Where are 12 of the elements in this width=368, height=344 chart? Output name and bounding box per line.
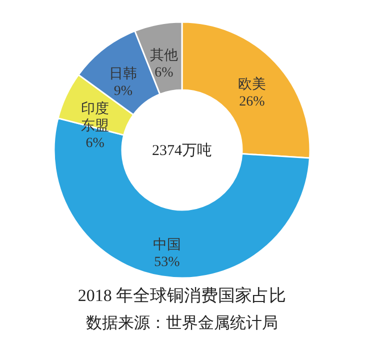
data-label: 6%: [154, 66, 174, 81]
data-label: 9%: [114, 84, 133, 100]
slice-label: 欧美: [238, 76, 266, 92]
text: 2018 年全球铜消费国家占比: [78, 286, 286, 305]
slice-label: 日韩: [109, 66, 138, 82]
slice-label: 其他: [150, 48, 178, 64]
data-label: 53%: [154, 254, 180, 270]
source-note: 数据来源：世界金属统计局: [86, 314, 278, 332]
text: 2374万吨: [152, 142, 212, 159]
data-label: 26%: [239, 94, 266, 110]
data-label: 6%: [86, 136, 105, 152]
slice-label: 中国: [152, 236, 181, 253]
